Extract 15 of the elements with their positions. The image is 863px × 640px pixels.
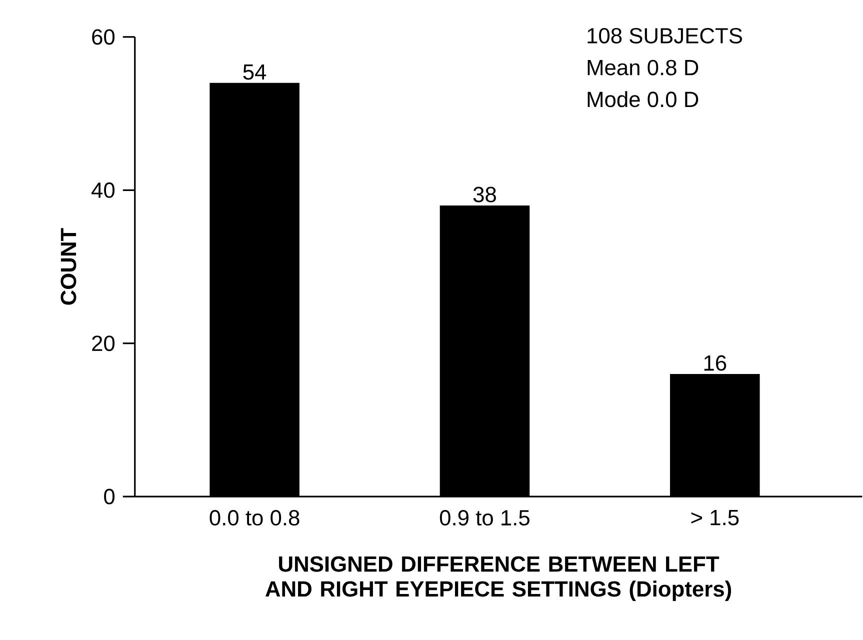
data-label: 16 — [704, 355, 726, 371]
y-tick-label: 60 — [92, 29, 115, 45]
y-tick-label: 20 — [92, 335, 115, 351]
annotation: Mean 0.8 D — [588, 60, 698, 76]
y-axis-title: COUNT — [60, 228, 76, 305]
data-label: 54 — [243, 64, 266, 80]
annotation: 108 SUBJECTS — [588, 28, 742, 44]
y-tick-label: 0 — [104, 488, 115, 504]
x-tick-label: 0.9 to 1.5 — [440, 510, 530, 526]
x-tick-label: 0.0 to 0.8 — [210, 510, 300, 526]
data-label: 38 — [473, 186, 496, 202]
annotation: Mode 0.0 D — [588, 90, 698, 107]
x-axis-title: UNSIGNED DIFFERENCE BETWEEN LEFT AND RIGHT EYEPIECE SETTINGS (Diopters) — [265, 556, 732, 601]
x-tick-label: > 1.5 — [691, 510, 739, 526]
y-tick-label: 40 — [92, 182, 115, 198]
